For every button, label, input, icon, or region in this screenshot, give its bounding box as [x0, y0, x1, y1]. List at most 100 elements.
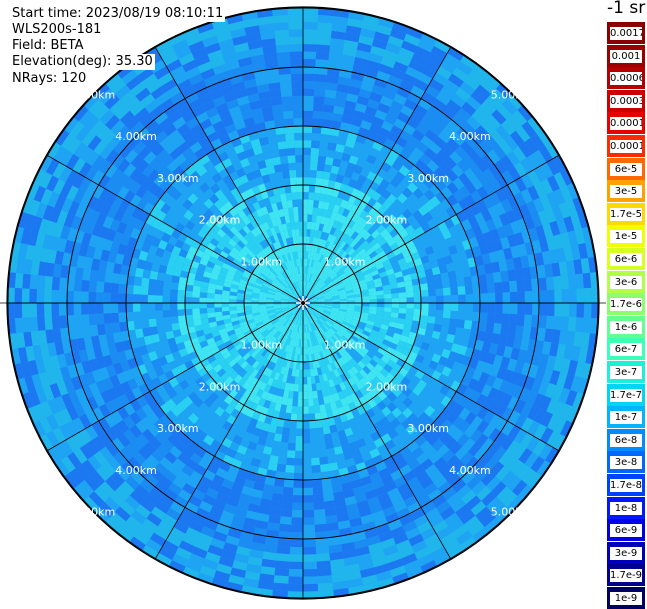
range-gate-cell: [426, 322, 435, 331]
range-gate-cell: [229, 197, 239, 208]
range-gate-cell: [243, 299, 252, 303]
range-gate-cell: [496, 367, 508, 380]
range-gate-cell: [248, 250, 256, 259]
range-gate-cell: [175, 547, 192, 560]
range-gate-cell: [171, 275, 180, 284]
range-gate-cell: [375, 24, 393, 36]
range-gate-cell: [505, 335, 515, 348]
range-gate-cell: [142, 518, 158, 533]
range-gate-cell: [320, 186, 328, 195]
range-gate-cell: [456, 277, 465, 287]
range-gate-cell: [85, 347, 96, 361]
range-gate-cell: [400, 176, 412, 188]
range-gate-cell: [254, 226, 263, 235]
range-gate-cell: [449, 318, 458, 328]
range-gate-cell: [105, 261, 115, 273]
range-gate-cell: [260, 390, 269, 400]
range-gate-cell: [408, 331, 418, 340]
range-gate-cell: [396, 86, 411, 99]
range-gate-cell: [350, 366, 359, 375]
range-gate-cell: [324, 248, 330, 257]
range-gate-cell: [398, 308, 407, 314]
range-ring-label: 5.00km: [491, 88, 533, 101]
range-gate-cell: [399, 147, 412, 160]
range-gate-cell: [74, 362, 85, 377]
range-gate-cell: [61, 340, 72, 354]
range-gate-cell: [303, 88, 315, 97]
range-gate-cell: [116, 419, 130, 434]
range-gate-cell: [283, 118, 294, 127]
range-gate-cell: [267, 312, 276, 317]
range-gate-cell: [481, 253, 492, 265]
range-gate-cell: [251, 340, 259, 348]
range-gate-cell: [276, 289, 284, 294]
range-gate-cell: [275, 171, 284, 180]
range-gate-cell: [333, 415, 342, 425]
range-gate-cell: [289, 360, 294, 369]
range-gate-cell: [241, 110, 254, 120]
range-gate-cell: [326, 281, 334, 287]
range-gate-cell: [308, 293, 315, 299]
range-gate-cell: [462, 154, 476, 168]
range-gate-cell: [335, 91, 348, 101]
range-gate-cell: [264, 181, 273, 191]
range-gate-cell: [410, 508, 426, 521]
range-gate-cell: [291, 192, 298, 200]
range-gate-cell: [303, 184, 310, 193]
range-gate-cell: [501, 281, 510, 293]
range-gate-cell: [531, 278, 540, 291]
range-gate-cell: [312, 276, 317, 284]
range-gate-cell: [358, 262, 368, 270]
range-gate-cell: [316, 320, 322, 327]
range-gate-cell: [45, 262, 55, 277]
range-gate-cell: [26, 406, 40, 424]
range-gate-cell: [312, 390, 318, 399]
range-gate-cell: [417, 72, 433, 86]
range-gate-cell: [188, 331, 198, 340]
range-gate-cell: [159, 179, 171, 192]
range-gate-cell: [141, 189, 154, 203]
range-gate-cell: [320, 326, 327, 333]
range-gate-cell: [350, 204, 359, 214]
range-gate-cell: [315, 321, 321, 328]
range-gate-cell: [428, 289, 436, 297]
range-gate-cell: [135, 172, 148, 186]
range-gate-cell: [61, 197, 74, 213]
range-gate-cell: [313, 398, 320, 406]
range-gate-cell: [279, 441, 289, 451]
range-gate-cell: [298, 214, 303, 222]
range-gate-cell: [59, 166, 73, 183]
range-gate-cell: [374, 246, 384, 255]
range-gate-cell: [344, 100, 357, 110]
range-gate-cell: [206, 445, 218, 457]
range-gate-cell: [240, 190, 250, 201]
range-gate-cell: [417, 97, 432, 111]
range-gate-cell: [209, 412, 221, 423]
range-gate-cell: [531, 239, 542, 254]
range-gate-cell: [396, 382, 407, 393]
range-gate-cell: [98, 159, 112, 174]
range-gate-cell: [242, 372, 251, 381]
range-gate-cell: [307, 281, 311, 290]
range-gate-cell: [243, 329, 252, 337]
range-gate-cell: [194, 446, 207, 459]
range-gate-cell: [441, 143, 455, 157]
range-gate-cell: [498, 259, 508, 272]
range-gate-cell: [145, 343, 156, 354]
range-gate-cell: [210, 456, 223, 468]
range-gate-cell: [274, 567, 290, 577]
range-gate-cell: [201, 372, 211, 383]
range-gate-cell: [270, 284, 278, 290]
range-gate-cell: [281, 343, 288, 352]
range-gate-cell: [327, 329, 335, 336]
range-gate-cell: [266, 334, 274, 342]
range-gate-cell: [231, 350, 240, 359]
range-gate-cell: [245, 313, 253, 319]
range-gate-cell: [74, 229, 85, 244]
range-gate-cell: [323, 322, 331, 330]
range-gate-cell: [410, 326, 419, 334]
range-gate-cell: [308, 274, 313, 282]
range-gate-cell: [268, 515, 281, 524]
range-gate-cell: [109, 491, 125, 507]
range-gate-cell: [433, 273, 442, 283]
